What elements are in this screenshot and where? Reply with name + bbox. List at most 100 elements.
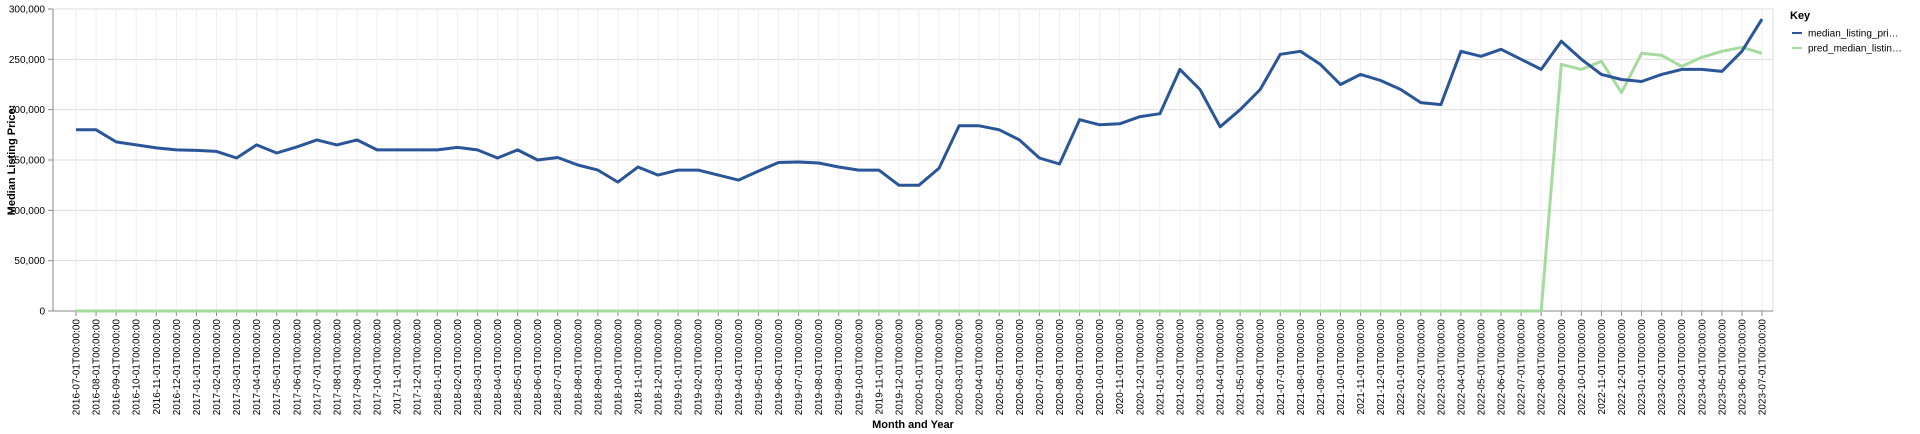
x-tick-label: 2023-07-01T00:00:00: [1758, 319, 1769, 416]
x-tick-label: 2018-12-01T00:00:00: [654, 319, 665, 416]
x-tick-label: 2020-03-01T00:00:00: [955, 319, 966, 416]
y-tick-label: 50,000: [14, 256, 45, 267]
series-lines: [76, 18, 1764, 313]
y-tick-label: 300,000: [9, 5, 46, 16]
x-tick-label: 2017-12-01T00:00:00: [413, 319, 424, 416]
x-tick-label: 2017-01-01T00:00:00: [192, 319, 203, 416]
y-tick-label: 100,000: [9, 206, 46, 217]
x-tick-label: 2019-02-01T00:00:00: [694, 319, 705, 416]
x-tick-label: 2018-10-01T00:00:00: [613, 319, 624, 416]
x-tick-label: 2020-09-01T00:00:00: [1075, 319, 1086, 416]
x-tick-label: 2023-04-01T00:00:00: [1697, 319, 1708, 416]
x-tick-label: 2017-03-01T00:00:00: [232, 319, 243, 416]
x-tick-label: 2023-02-01T00:00:00: [1657, 319, 1668, 416]
y-tick-label: 250,000: [9, 55, 46, 66]
series-line-pred-median-listing-price: [76, 45, 1763, 313]
x-tick-label: 2022-01-01T00:00:00: [1396, 319, 1407, 416]
x-tick-label: 2021-11-01T00:00:00: [1356, 319, 1367, 415]
x-tick-label: 2018-03-01T00:00:00: [473, 319, 484, 416]
x-axis-title: Month and Year: [872, 419, 954, 431]
x-tick-label: 2019-11-01T00:00:00: [874, 319, 885, 415]
x-tick-label: 2020-02-01T00:00:00: [935, 319, 946, 416]
y-tick-label: 0: [39, 307, 45, 318]
x-tick-label: 2018-04-01T00:00:00: [493, 319, 504, 416]
legend-label: median_listing_pri…: [1808, 29, 1899, 40]
x-tick-label: 2019-10-01T00:00:00: [854, 319, 865, 416]
x-tick-label: 2020-12-01T00:00:00: [1135, 319, 1146, 416]
legend: Key median_listing_pri… pred_median_listi…: [1790, 10, 1902, 55]
x-tick-label: 2022-03-01T00:00:00: [1436, 319, 1447, 416]
x-tick-label: 2021-10-01T00:00:00: [1336, 319, 1347, 416]
x-tick-label: 2020-01-01T00:00:00: [915, 319, 926, 416]
x-tick-label: 2022-11-01T00:00:00: [1597, 319, 1608, 415]
x-tick-label: 2021-05-01T00:00:00: [1236, 319, 1247, 416]
x-tick-label: 2021-04-01T00:00:00: [1216, 319, 1227, 416]
x-tick-label: 2018-07-01T00:00:00: [553, 319, 564, 416]
x-tick-label: 2017-02-01T00:00:00: [212, 319, 223, 416]
x-tick-label: 2023-05-01T00:00:00: [1717, 319, 1728, 416]
x-tick-label: 2020-07-01T00:00:00: [1035, 319, 1046, 416]
y-axis-ticks: 0 50,000 100,000 150,000 200,000 250,000 300,0…: [9, 5, 54, 318]
x-tick-label: 2019-06-01T00:00:00: [774, 319, 785, 416]
y-gridlines: [52, 8, 1774, 312]
x-tick-label: 2022-02-01T00:00:00: [1416, 319, 1427, 416]
x-tick-label: 2018-08-01T00:00:00: [573, 319, 584, 416]
x-tick-label: 2019-01-01T00:00:00: [674, 319, 685, 416]
x-tick-label: 2020-08-01T00:00:00: [1055, 319, 1066, 416]
y-axis-title: Median Listing Price:: [6, 105, 18, 216]
x-tick-label: 2021-02-01T00:00:00: [1175, 319, 1186, 416]
series-line-median-listing-price: [76, 18, 1764, 187]
x-tick-label: 2022-12-01T00:00:00: [1617, 319, 1628, 416]
x-tick-label: 2018-01-01T00:00:00: [433, 319, 444, 416]
x-tick-label: 2016-07-01T00:00:00: [72, 319, 83, 416]
x-tick-label: 2021-01-01T00:00:00: [1155, 319, 1166, 416]
x-tick-label: 2019-03-01T00:00:00: [714, 319, 725, 416]
x-tick-label: 2022-06-01T00:00:00: [1497, 319, 1508, 416]
x-tick-label: 2019-09-01T00:00:00: [834, 319, 845, 416]
x-tick-label: 2022-07-01T00:00:00: [1517, 319, 1528, 416]
x-tick-label: 2019-08-01T00:00:00: [814, 319, 825, 416]
x-tick-label: 2018-05-01T00:00:00: [513, 319, 524, 416]
x-tick-label: 2021-07-01T00:00:00: [1276, 319, 1287, 416]
x-tick-label: 2022-05-01T00:00:00: [1477, 319, 1488, 416]
x-tick-label: 2017-05-01T00:00:00: [272, 319, 283, 416]
x-tick-label: 2019-05-01T00:00:00: [754, 319, 765, 416]
x-tick-label: 2018-11-01T00:00:00: [634, 319, 645, 415]
x-tick-label: 2020-06-01T00:00:00: [1015, 319, 1026, 416]
x-tick-label: 2016-12-01T00:00:00: [172, 319, 183, 416]
x-axis-ticks: 2016-07-01T00:00:00 2016-08-01T00:00:00 20…: [53, 310, 1773, 416]
x-tick-label: 2022-10-01T00:00:00: [1577, 319, 1588, 416]
x-tick-label: 2023-03-01T00:00:00: [1677, 319, 1688, 416]
x-tick-label: 2018-09-01T00:00:00: [593, 319, 604, 416]
x-tick-label: 2023-06-01T00:00:00: [1737, 319, 1748, 416]
x-tick-label: 2020-05-01T00:00:00: [995, 319, 1006, 416]
x-tick-label: 2020-04-01T00:00:00: [975, 319, 986, 416]
y-tick-label: 200,000: [9, 105, 46, 116]
x-tick-label: 2017-04-01T00:00:00: [252, 319, 263, 416]
x-tick-label: 2020-11-01T00:00:00: [1115, 319, 1126, 415]
x-tick-label: 2018-02-01T00:00:00: [453, 319, 464, 416]
x-tick-label: 2020-10-01T00:00:00: [1095, 319, 1106, 416]
y-tick-label: 150,000: [9, 156, 46, 167]
x-tick-label: 2016-11-01T00:00:00: [152, 319, 163, 415]
x-tick-label: 2017-06-01T00:00:00: [292, 319, 303, 416]
x-tick-label: 2021-09-01T00:00:00: [1316, 319, 1327, 416]
legend-label: pred_median_listin…: [1808, 44, 1902, 55]
x-tick-label: 2023-01-01T00:00:00: [1637, 319, 1648, 416]
x-tick-label: 2022-09-01T00:00:00: [1557, 319, 1568, 416]
x-tick-label: 2017-11-01T00:00:00: [393, 319, 404, 415]
legend-title: Key: [1790, 10, 1811, 22]
x-tick-label: 2016-10-01T00:00:00: [132, 319, 143, 416]
x-tick-label: 2021-12-01T00:00:00: [1376, 319, 1387, 416]
x-tick-label: 2022-04-01T00:00:00: [1456, 319, 1467, 416]
x-tick-label: 2017-08-01T00:00:00: [332, 319, 343, 416]
x-tick-label: 2017-10-01T00:00:00: [373, 319, 384, 416]
x-tick-label: 2019-04-01T00:00:00: [734, 319, 745, 416]
x-tick-label: 2021-03-01T00:00:00: [1196, 319, 1207, 416]
x-tick-label: 2022-08-01T00:00:00: [1537, 319, 1548, 416]
x-tick-label: 2019-07-01T00:00:00: [794, 319, 805, 416]
x-tick-label: 2016-08-01T00:00:00: [92, 319, 103, 416]
x-tick-label: 2018-06-01T00:00:00: [533, 319, 544, 416]
x-tick-label: 2017-09-01T00:00:00: [353, 319, 364, 416]
